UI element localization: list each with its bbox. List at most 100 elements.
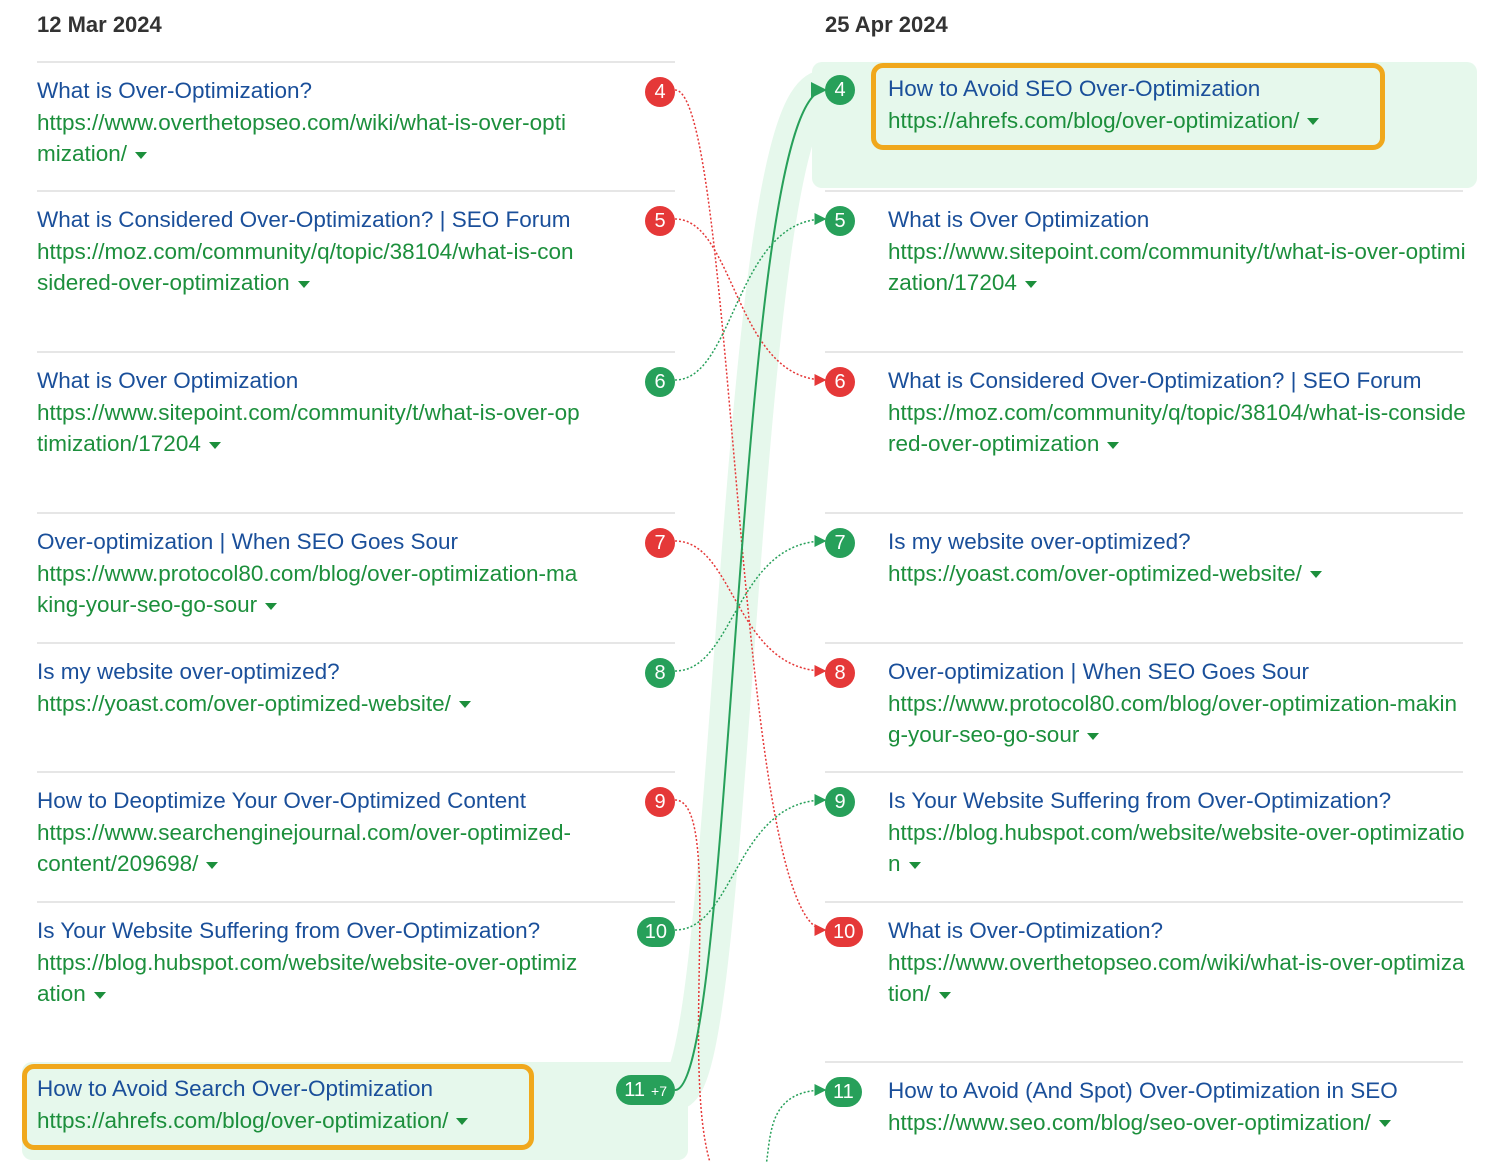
rank-number: 4 [654, 81, 666, 103]
rank-connector [674, 82, 827, 1091]
result-title-link[interactable]: What is Over-Optimization? [37, 78, 313, 103]
result-url-link[interactable]: https://www.overthetopseo.com/wiki/what-… [888, 949, 1465, 1007]
rank-number: 7 [654, 532, 666, 554]
right-highlight-outline [871, 63, 1385, 150]
result-text: Is Your Website Suffering from Over-Opti… [37, 915, 582, 1010]
result-title-link[interactable]: Over-optimization | When SEO Goes Sour [37, 529, 459, 554]
rank-number: 8 [654, 662, 666, 684]
result-url-link[interactable]: https://blog.hubspot.com/website/website… [888, 819, 1465, 877]
caret-down-icon[interactable] [1024, 280, 1037, 288]
result-url-link[interactable]: https://moz.com/community/q/topic/38104/… [888, 399, 1466, 457]
result-title-link[interactable]: What is Considered Over-Optimization? | … [37, 207, 571, 232]
caret-down-icon[interactable] [206, 861, 219, 869]
result-url-link[interactable]: https://ahrefs.com/blog/over-optimizatio… [888, 107, 1300, 133]
rank-number: 4 [834, 79, 846, 101]
rank-connector [674, 89, 827, 936]
left-date: 12 Mar 2024 [37, 12, 162, 37]
result-text: What is Over Optimization https://www.si… [888, 204, 1466, 299]
result-title-link[interactable]: Is my website over-optimized? [37, 659, 340, 684]
result-title-link[interactable]: Is Your Website Suffering from Over-Opti… [888, 788, 1392, 813]
caret-down-icon[interactable] [1309, 571, 1322, 579]
caret-down-icon[interactable] [297, 280, 310, 288]
caret-down-icon[interactable] [938, 991, 951, 999]
result-url-link[interactable]: https://www.sitepoint.com/community/t/wh… [37, 399, 580, 457]
serp-row: Is my website over-optimized? https://yo… [825, 512, 1463, 642]
caret-down-icon[interactable] [93, 991, 106, 999]
result-text: Over-optimization | When SEO Goes Sour h… [37, 526, 582, 621]
result-url-link[interactable]: https://www.searchenginejournal.com/over… [37, 819, 571, 877]
rank-number: 6 [834, 371, 846, 393]
rank-number: 10 [644, 921, 667, 943]
caret-down-icon[interactable] [1307, 118, 1320, 126]
rank-connector [765, 1084, 827, 1162]
result-text: How to Avoid SEO Over-Optimization https… [888, 73, 1466, 136]
result-title-link[interactable]: What is Over-Optimization? [888, 918, 1164, 943]
caret-down-icon[interactable] [208, 441, 221, 449]
caret-down-icon[interactable] [908, 861, 921, 869]
rank-badge: 9 [645, 787, 675, 817]
serp-row: How to Avoid (And Spot) Over-Optimizatio… [825, 1061, 1463, 1161]
result-text: How to Avoid Search Over-Optimization ht… [37, 1073, 582, 1136]
result-url-link[interactable]: https://www.protocol80.com/blog/over-opt… [37, 560, 578, 618]
serp-row: How to Avoid Search Over-Optimization ht… [37, 1061, 675, 1161]
left-highlight-bg [22, 1062, 688, 1160]
serp-row: How to Deoptimize Your Over-Optimized Co… [37, 771, 675, 901]
right-serp-list: How to Avoid SEO Over-Optimization https… [825, 61, 1466, 1161]
caret-down-icon[interactable] [1378, 1120, 1391, 1128]
result-title-link[interactable]: How to Avoid SEO Over-Optimization [888, 76, 1261, 101]
result-url-link[interactable]: https://blog.hubspot.com/website/website… [37, 949, 578, 1007]
caret-down-icon[interactable] [135, 151, 148, 159]
rank-connector [674, 535, 827, 672]
caret-down-icon[interactable] [456, 1118, 469, 1126]
rank-badge: 9 [825, 787, 855, 817]
result-title-link[interactable]: How to Avoid Search Over-Optimization [37, 1076, 434, 1101]
caret-down-icon[interactable] [458, 701, 471, 709]
highlight-band [663, 70, 832, 1110]
serp-row: Over-optimization | When SEO Goes Sour h… [37, 512, 675, 642]
rank-badge: 10 [825, 917, 864, 947]
rank-badge: 8 [645, 658, 675, 688]
result-text: Is my website over-optimized? https://yo… [888, 526, 1466, 589]
rank-number: 10 [833, 921, 856, 943]
rank-badge: 6 [645, 367, 675, 397]
result-title-link[interactable]: What is Over Optimization [888, 207, 1150, 232]
rank-connector [674, 540, 827, 677]
rank-badge: 4 [645, 77, 675, 107]
left-highlight-outline [22, 1064, 534, 1150]
rank-badge: 7 [825, 528, 855, 558]
result-url-link[interactable]: https://www.seo.com/blog/seo-over-optimi… [888, 1109, 1371, 1135]
rank-number: 6 [654, 371, 666, 393]
result-text: What is Over-Optimization? https://www.o… [888, 915, 1466, 1010]
left-serp-list: What is Over-Optimization? https://www.o… [37, 61, 675, 1161]
result-url-link[interactable]: https://www.overthetopseo.com/wiki/what-… [37, 109, 566, 167]
result-title-link[interactable]: Is my website over-optimized? [888, 529, 1191, 554]
result-url-link[interactable]: https://moz.com/community/q/topic/38104/… [37, 238, 574, 296]
serp-row: Is Your Website Suffering from Over-Opti… [37, 901, 675, 1061]
rank-connector [674, 799, 711, 1162]
result-url-link[interactable]: https://yoast.com/over-optimized-website… [37, 690, 451, 716]
rank-badge: 11 +7 [616, 1075, 675, 1105]
result-title-link[interactable]: What is Over Optimization [37, 368, 299, 393]
caret-down-icon[interactable] [265, 602, 278, 610]
result-url-link[interactable]: https://www.protocol80.com/blog/over-opt… [888, 690, 1457, 748]
result-url-link[interactable]: https://yoast.com/over-optimized-website… [888, 560, 1302, 586]
result-url-link[interactable]: https://www.sitepoint.com/community/t/wh… [888, 238, 1466, 296]
rank-connector [674, 794, 827, 931]
result-title-link[interactable]: Over-optimization | When SEO Goes Sour [888, 659, 1310, 684]
serp-row: What is Considered Over-Optimization? | … [825, 351, 1466, 512]
caret-down-icon[interactable] [1087, 732, 1100, 740]
rank-badge: 4 [825, 75, 855, 105]
serp-row: Over-optimization | When SEO Goes Sour h… [825, 642, 1463, 771]
serp-row: Is Your Website Suffering from Over-Opti… [825, 771, 1465, 901]
result-url-link[interactable]: https://ahrefs.com/blog/over-optimizatio… [37, 1107, 449, 1133]
rank-badge: 6 [825, 367, 855, 397]
result-title-link[interactable]: Is Your Website Suffering from Over-Opti… [37, 918, 541, 943]
result-title-link[interactable]: How to Avoid (And Spot) Over-Optimizatio… [888, 1078, 1398, 1103]
result-title-link[interactable]: What is Considered Over-Optimization? | … [888, 368, 1422, 393]
serp-row: What is Over-Optimization? https://www.o… [37, 61, 675, 190]
caret-down-icon[interactable] [1107, 441, 1120, 449]
result-text: What is Over Optimization https://www.si… [37, 365, 582, 460]
result-title-link[interactable]: How to Deoptimize Your Over-Optimized Co… [37, 788, 526, 813]
serp-row: What is Over Optimization https://www.si… [37, 351, 675, 512]
